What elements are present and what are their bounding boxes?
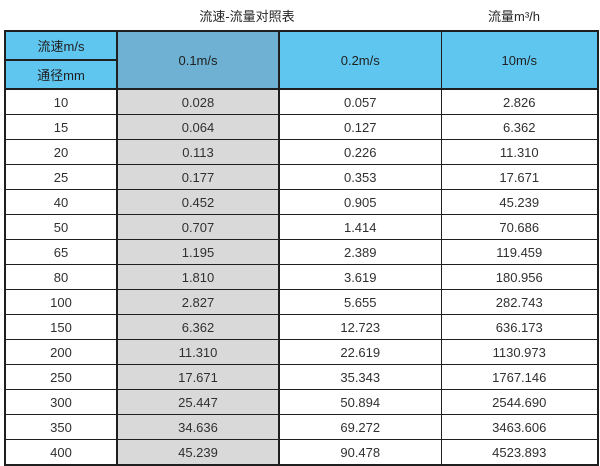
table-row: 200 11.310 22.619 1130.973 xyxy=(4,339,599,365)
diameter-header-cell: 通径mm xyxy=(4,59,118,90)
flow-value-cell: 17.671 xyxy=(440,164,599,190)
table-row: 50 0.707 1.414 70.686 xyxy=(4,214,599,240)
flow-value-cell: 25.447 xyxy=(116,389,280,415)
flow-value-cell: 12.723 xyxy=(278,314,442,340)
flow-value-cell: 0.127 xyxy=(278,114,442,140)
column-header-10ms: 10m/s xyxy=(440,30,599,90)
header-row-top: 流速m/s 0.1m/s 0.2m/s 10m/s xyxy=(4,30,599,90)
column-header-0-2ms: 0.2m/s xyxy=(278,30,442,90)
flow-rate-table: 流速m/s 0.1m/s 0.2m/s 10m/s 通径mm 10 0.028 0.… xyxy=(4,30,599,466)
flow-unit-title: 流量m³/h xyxy=(487,9,541,24)
diameter-cell: 15 xyxy=(4,114,118,140)
flow-value-cell: 3463.606 xyxy=(440,414,599,440)
flow-value-cell: 5.655 xyxy=(278,289,442,315)
flow-value-cell: 17.671 xyxy=(116,364,280,390)
table-header: 流速m/s 0.1m/s 0.2m/s 10m/s 通径mm xyxy=(4,30,599,90)
table-title: 流速-流量对照表 xyxy=(199,9,295,24)
diameter-cell: 350 xyxy=(4,414,118,440)
table-row: 65 1.195 2.389 119.459 xyxy=(4,239,599,265)
flow-value-cell: 6.362 xyxy=(440,114,599,140)
diameter-cell: 150 xyxy=(4,314,118,340)
flow-value-cell: 4523.893 xyxy=(440,439,599,466)
flow-value-cell: 11.310 xyxy=(116,339,280,365)
flow-value-cell: 34.636 xyxy=(116,414,280,440)
diameter-cell: 250 xyxy=(4,364,118,390)
diameter-cell: 40 xyxy=(4,189,118,215)
diameter-cell: 10 xyxy=(4,88,118,115)
column-header-0-1ms: 0.1m/s xyxy=(116,30,280,90)
table-row: 10 0.028 0.057 2.826 xyxy=(4,88,599,115)
flow-value-cell: 0.177 xyxy=(116,164,280,190)
flow-value-cell: 35.343 xyxy=(278,364,442,390)
flow-value-cell: 3.619 xyxy=(278,264,442,290)
flow-value-cell: 1767.146 xyxy=(440,364,599,390)
flow-value-cell: 180.956 xyxy=(440,264,599,290)
flow-value-cell: 0.113 xyxy=(116,139,280,165)
table-row: 400 45.239 90.478 4523.893 xyxy=(4,439,599,466)
flow-value-cell: 0.064 xyxy=(116,114,280,140)
flow-value-cell: 0.707 xyxy=(116,214,280,240)
flow-value-cell: 0.353 xyxy=(278,164,442,190)
flow-value-cell: 636.173 xyxy=(440,314,599,340)
flow-value-cell: 1.810 xyxy=(116,264,280,290)
flow-value-cell: 90.478 xyxy=(278,439,442,466)
flow-value-cell: 22.619 xyxy=(278,339,442,365)
flow-value-cell: 69.272 xyxy=(278,414,442,440)
diameter-cell: 80 xyxy=(4,264,118,290)
header-row-bottom: 通径mm xyxy=(4,59,598,90)
diameter-cell: 400 xyxy=(4,439,118,466)
table-row: 250 17.671 35.343 1767.146 xyxy=(4,364,599,390)
flow-value-cell: 2.389 xyxy=(278,239,442,265)
flow-value-cell: 2544.690 xyxy=(440,389,599,415)
flow-value-cell: 11.310 xyxy=(440,139,599,165)
flow-value-cell: 282.743 xyxy=(440,289,599,315)
table-row: 80 1.810 3.619 180.956 xyxy=(4,264,599,290)
velocity-header-cell: 流速m/s xyxy=(4,30,118,61)
flow-value-cell: 50.894 xyxy=(278,389,442,415)
diameter-cell: 200 xyxy=(4,339,118,365)
flow-value-cell: 1.414 xyxy=(278,214,442,240)
flow-value-cell: 1.195 xyxy=(116,239,280,265)
diameter-cell: 25 xyxy=(4,164,118,190)
table-row: 25 0.177 0.353 17.671 xyxy=(4,164,599,190)
diameter-cell: 50 xyxy=(4,214,118,240)
flow-value-cell: 2.826 xyxy=(440,88,599,115)
flow-value-cell: 45.239 xyxy=(440,189,599,215)
table-row: 100 2.827 5.655 282.743 xyxy=(4,289,599,315)
diameter-cell: 65 xyxy=(4,239,118,265)
flow-value-cell: 0.028 xyxy=(116,88,280,115)
flow-value-cell: 6.362 xyxy=(116,314,280,340)
table-row: 300 25.447 50.894 2544.690 xyxy=(4,389,599,415)
diameter-cell: 300 xyxy=(4,389,118,415)
flow-value-cell: 45.239 xyxy=(116,439,280,466)
flow-value-cell: 0.905 xyxy=(278,189,442,215)
titlebar: 流速-流量对照表 流量m³/h xyxy=(0,0,600,30)
table-row: 350 34.636 69.272 3463.606 xyxy=(4,414,599,440)
flow-value-cell: 0.452 xyxy=(116,189,280,215)
flow-value-cell: 70.686 xyxy=(440,214,599,240)
flow-value-cell: 0.226 xyxy=(278,139,442,165)
table-body: 10 0.028 0.057 2.826 15 0.064 0.127 6.362 20 0.11… xyxy=(4,88,599,466)
diameter-cell: 20 xyxy=(4,139,118,165)
table-row: 15 0.064 0.127 6.362 xyxy=(4,114,599,140)
flow-value-cell: 1130.973 xyxy=(440,339,599,365)
flow-value-cell: 2.827 xyxy=(116,289,280,315)
diameter-cell: 100 xyxy=(4,289,118,315)
table-row: 40 0.452 0.905 45.239 xyxy=(4,189,599,215)
flow-value-cell: 0.057 xyxy=(278,88,442,115)
table-row: 20 0.113 0.226 11.310 xyxy=(4,139,599,165)
table-row: 150 6.362 12.723 636.173 xyxy=(4,314,599,340)
flow-value-cell: 119.459 xyxy=(440,239,599,265)
